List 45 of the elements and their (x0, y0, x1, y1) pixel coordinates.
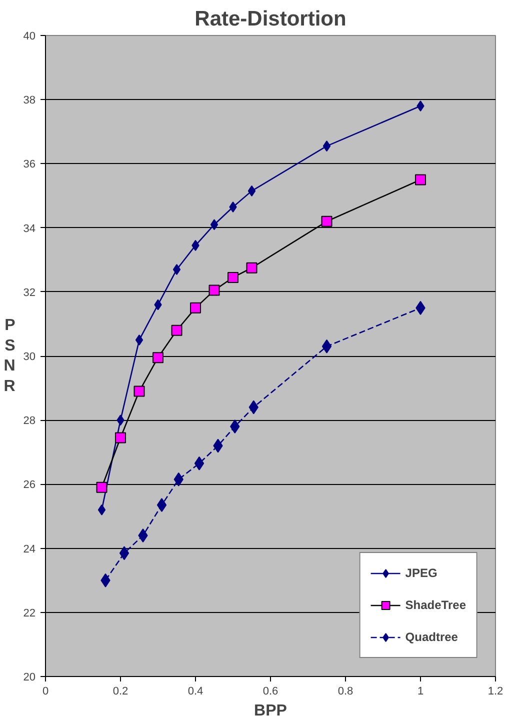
y-tick-label: 40 (23, 30, 36, 42)
point (322, 140, 331, 152)
y-tick-label: 34 (23, 222, 36, 235)
y-tick-label: 24 (23, 543, 36, 556)
point (415, 174, 426, 186)
y-tick-label: 38 (23, 94, 36, 107)
point (156, 498, 167, 512)
y-tick-label: 30 (23, 351, 36, 363)
point (96, 482, 108, 493)
point (171, 324, 182, 336)
y-axis-title: PSNR (4, 316, 16, 396)
point (119, 546, 130, 560)
point (152, 352, 164, 364)
point (172, 264, 181, 275)
point (194, 456, 204, 470)
chart-title: Rate-Distortion (194, 8, 346, 30)
x-axis-title: BPP (254, 702, 288, 720)
point (115, 432, 126, 444)
point (134, 386, 145, 397)
point (248, 185, 256, 196)
y-tick-label: 22 (23, 607, 36, 620)
point (208, 284, 220, 296)
y-tick-label: 26 (23, 479, 36, 492)
point (246, 262, 258, 274)
point (135, 334, 144, 346)
x-tick-label: 0.6 (262, 686, 278, 698)
x-tick-label: 0.8 (338, 686, 354, 698)
point (210, 219, 218, 230)
y-tick-label: 20 (23, 672, 36, 684)
point (190, 302, 201, 314)
point (228, 272, 238, 283)
point (321, 216, 332, 227)
legend-label: JPEG (405, 566, 438, 580)
y-tick-label: 36 (23, 158, 36, 171)
x-tick-label: 0.2 (112, 686, 128, 698)
x-tick-label: 1 (417, 686, 424, 698)
y-tick-label: 28 (23, 415, 36, 428)
point (322, 339, 332, 354)
x-tick-label: 1.2 (488, 686, 504, 698)
legend-label: Quadtree (405, 630, 458, 644)
legend-label: ShadeTree (405, 598, 466, 612)
x-tick-label: 0.4 (188, 686, 204, 698)
x-tick-label: 0 (42, 686, 49, 698)
point (98, 504, 106, 516)
y-tick-label: 32 (23, 286, 36, 299)
